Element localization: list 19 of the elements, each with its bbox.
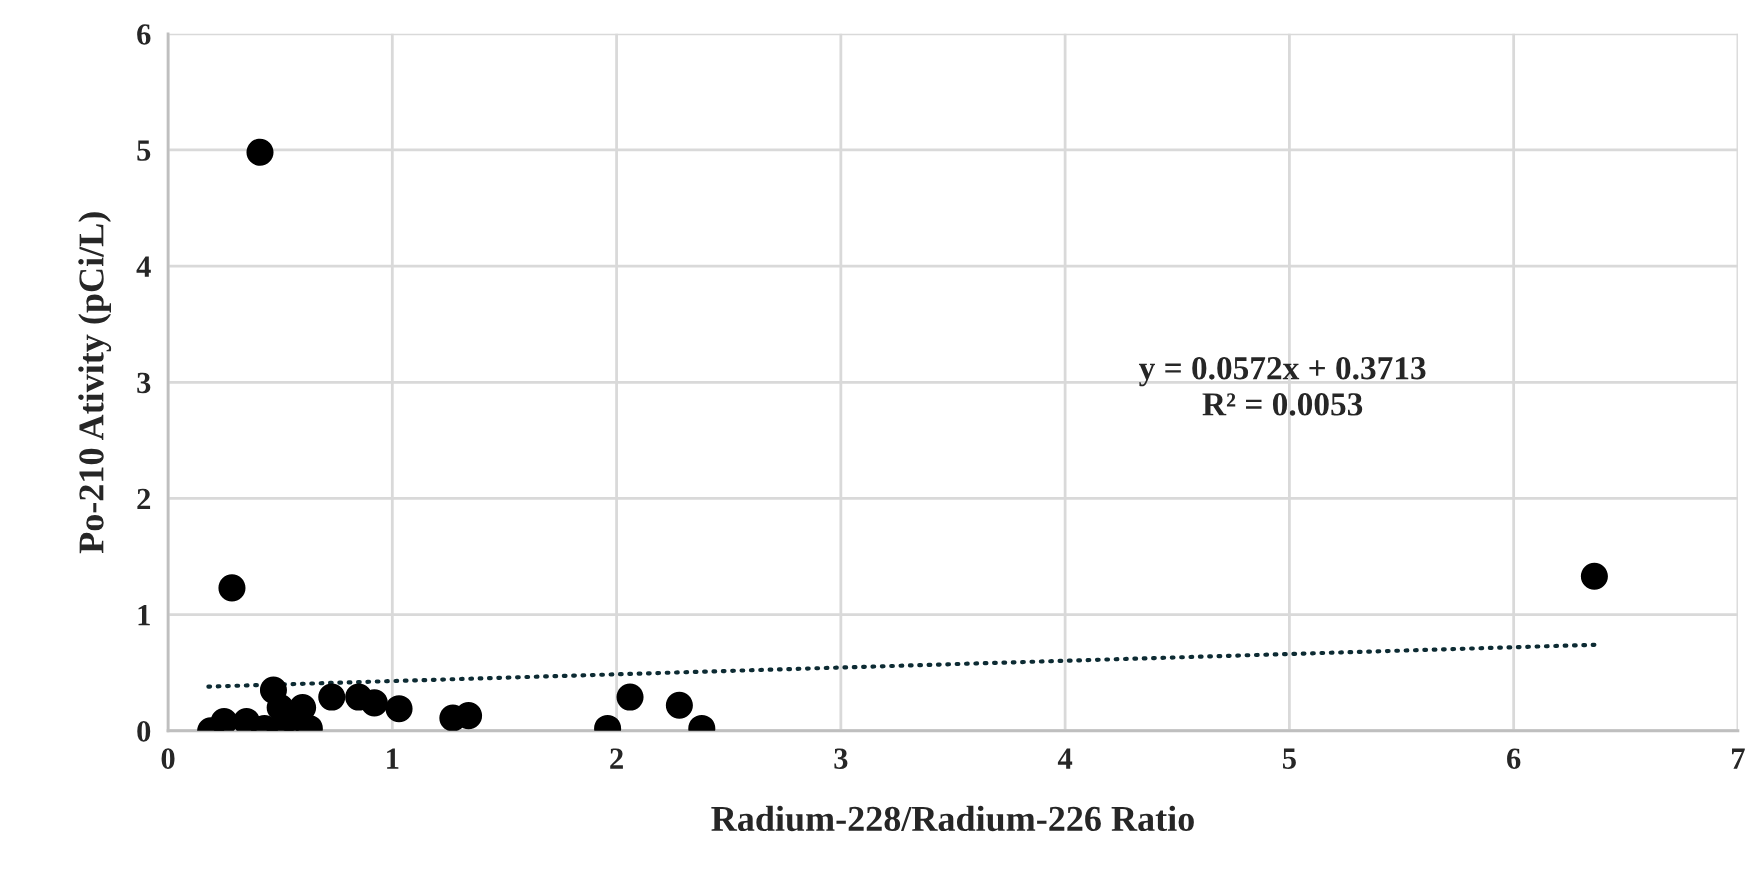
x-tick-label: 2 xyxy=(610,748,623,769)
x-tick-label: 1 xyxy=(387,748,399,769)
x-tick-label: 5 xyxy=(1282,748,1296,769)
annotation: y = 0.0572x + 0.3713 xyxy=(1138,356,1426,387)
annotation: R² = 0.0053 xyxy=(1202,393,1363,416)
y-tick-label: 4 xyxy=(136,256,151,277)
y-tick-label: 2 xyxy=(137,488,151,510)
y-tick-label: 1 xyxy=(138,605,150,626)
y-tick-label: 5 xyxy=(137,140,151,161)
y-tick-label: 3 xyxy=(137,372,151,394)
y-axis-title: Po-210 Ativity (pCi/L) xyxy=(78,212,112,554)
y-tick-label: 0 xyxy=(137,721,151,742)
x-tick-label: 0 xyxy=(161,748,175,769)
x-axis-title: Radium-228/Radium-226 Ratio xyxy=(711,805,1194,832)
x-tick-label: 7 xyxy=(1732,748,1745,769)
x-tick-label: 4 xyxy=(1057,748,1073,769)
x-tick-label: 3 xyxy=(834,748,848,769)
x-tick-label: 6 xyxy=(1507,748,1521,769)
y-tick-label: 6 xyxy=(137,24,151,45)
